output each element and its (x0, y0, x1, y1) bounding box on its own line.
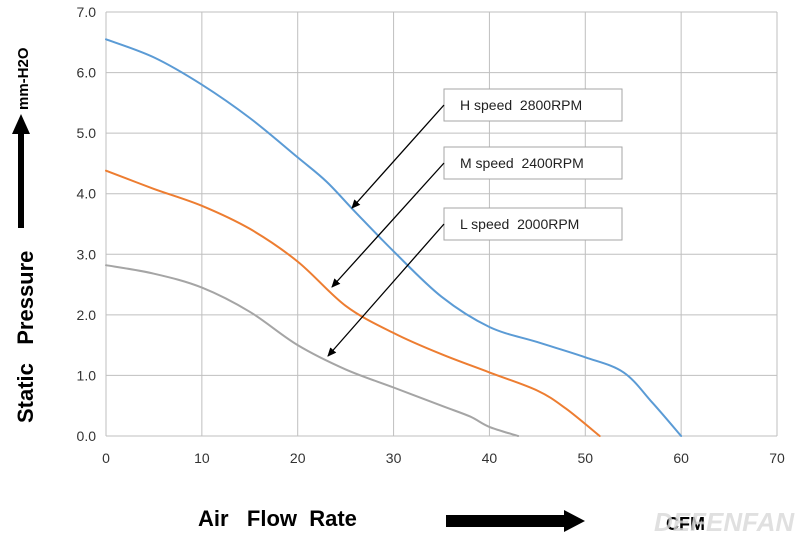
x-tick-label: 60 (673, 450, 689, 466)
legend-h-speed: H speed 2800RPM (443, 88, 623, 122)
legend-label-l: L speed 2000RPM (460, 216, 579, 232)
watermark-logo: DEFENFAN (654, 507, 795, 537)
y-tick-label: 5.0 (77, 125, 97, 141)
tick-labels: 0 10 20 30 40 50 60 70 0.0 1.0 2.0 3.0 4.0 5.0 6.0 7.0 (77, 4, 785, 466)
x-tick-label: 20 (290, 450, 306, 466)
x-axis-unit: CFM (666, 514, 705, 534)
series-lines (105, 38, 683, 437)
y-tick-label: 6.0 (77, 65, 97, 81)
series-line-h-speed (105, 38, 683, 437)
x-axis-title: Air Flow Rate (198, 506, 357, 531)
y-tick-label: 7.0 (77, 4, 97, 20)
annotation-arrow-l (327, 223, 445, 357)
y-tick-label: 4.0 (77, 186, 97, 202)
series-line-l-speed (105, 264, 520, 437)
annotation-arrow-h (351, 104, 445, 209)
annotation-arrow-m (331, 162, 445, 288)
legend-label-m: M speed 2400RPM (460, 155, 584, 171)
y-tick-label: 1.0 (77, 367, 97, 383)
legend-box-h (443, 88, 623, 122)
x-tick-label: 40 (482, 450, 498, 466)
grid (105, 11, 778, 437)
series-line-m-speed (105, 169, 601, 437)
y-tick-label: 2.0 (77, 307, 97, 323)
y-axis-arrow-icon (12, 114, 30, 228)
x-tick-label: 30 (386, 450, 402, 466)
legend-box-m (443, 146, 623, 180)
x-tick-label: 50 (577, 450, 593, 466)
x-tick-label: 0 (102, 450, 110, 466)
legend-l-speed: L speed 2000RPM (443, 207, 623, 241)
y-axis-unit: mm-H2O (15, 47, 32, 110)
x-tick-label: 70 (769, 450, 785, 466)
legend-label-h: H speed 2800RPM (460, 97, 582, 113)
legend-m-speed: M speed 2400RPM (443, 146, 623, 180)
x-axis-arrow-icon (446, 510, 585, 532)
y-axis-title: Static Pressure (13, 251, 38, 423)
x-tick-label: 10 (194, 450, 210, 466)
y-tick-label: 3.0 (77, 246, 97, 262)
y-tick-label: 0.0 (77, 428, 97, 444)
